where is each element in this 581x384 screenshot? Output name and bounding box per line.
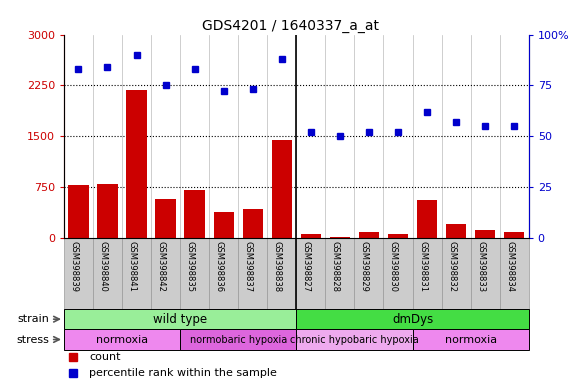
Bar — [180, 238, 209, 309]
Bar — [301, 234, 321, 238]
Text: GSM398834: GSM398834 — [505, 242, 514, 292]
Bar — [69, 185, 88, 238]
Text: strain: strain — [17, 314, 49, 324]
Text: count: count — [89, 352, 121, 362]
Bar — [64, 238, 93, 309]
Text: GSM398838: GSM398838 — [273, 242, 282, 293]
Bar — [442, 238, 471, 309]
Text: GSM398835: GSM398835 — [186, 242, 195, 292]
Text: percentile rank within the sample: percentile rank within the sample — [89, 367, 277, 377]
Text: GSM398828: GSM398828 — [331, 242, 340, 292]
Bar — [417, 200, 437, 238]
Bar — [475, 230, 495, 238]
Bar — [122, 238, 151, 309]
Bar — [267, 238, 296, 309]
Bar — [471, 238, 500, 309]
Bar — [151, 238, 180, 309]
Text: chronic hypobaric hypoxia: chronic hypobaric hypoxia — [290, 334, 419, 344]
Bar — [500, 238, 529, 309]
Text: wild type: wild type — [153, 313, 207, 326]
Text: GDS4201 / 1640337_a_at: GDS4201 / 1640337_a_at — [202, 19, 379, 33]
Text: GSM398836: GSM398836 — [215, 242, 224, 293]
Text: GSM398841: GSM398841 — [128, 242, 137, 292]
Text: GSM398831: GSM398831 — [418, 242, 427, 292]
Text: GSM398839: GSM398839 — [70, 242, 78, 292]
Text: GSM398832: GSM398832 — [447, 242, 456, 292]
Bar — [296, 238, 325, 309]
Bar — [127, 90, 146, 238]
Text: normobaric hypoxia: normobaric hypoxia — [189, 334, 287, 344]
Bar — [388, 235, 408, 238]
Bar — [504, 232, 524, 238]
Bar — [446, 224, 466, 238]
Bar — [238, 238, 267, 309]
Bar — [383, 238, 413, 309]
Bar — [330, 237, 350, 238]
Bar — [180, 329, 296, 350]
Bar — [413, 329, 529, 350]
Text: GSM398830: GSM398830 — [389, 242, 398, 292]
Bar — [98, 184, 117, 238]
Text: normoxia: normoxia — [444, 334, 497, 344]
Text: GSM398833: GSM398833 — [476, 242, 485, 293]
Bar — [354, 238, 383, 309]
Bar — [413, 238, 442, 309]
Bar — [64, 329, 180, 350]
Bar — [243, 209, 263, 238]
Bar — [296, 309, 529, 329]
Bar — [359, 232, 379, 238]
Bar — [156, 199, 175, 238]
Text: stress: stress — [16, 334, 49, 344]
Bar — [64, 309, 296, 329]
Bar — [185, 190, 205, 238]
Text: GSM398840: GSM398840 — [99, 242, 107, 292]
Text: GSM398842: GSM398842 — [157, 242, 166, 292]
Bar — [214, 212, 234, 238]
Text: GSM398827: GSM398827 — [302, 242, 311, 292]
Bar — [93, 238, 122, 309]
Text: GSM398837: GSM398837 — [244, 242, 253, 293]
Text: normoxia: normoxia — [96, 334, 148, 344]
Bar — [272, 140, 292, 238]
Text: GSM398829: GSM398829 — [360, 242, 369, 292]
Bar — [296, 329, 413, 350]
Bar — [325, 238, 354, 309]
Text: dmDys: dmDys — [392, 313, 433, 326]
Bar — [209, 238, 238, 309]
